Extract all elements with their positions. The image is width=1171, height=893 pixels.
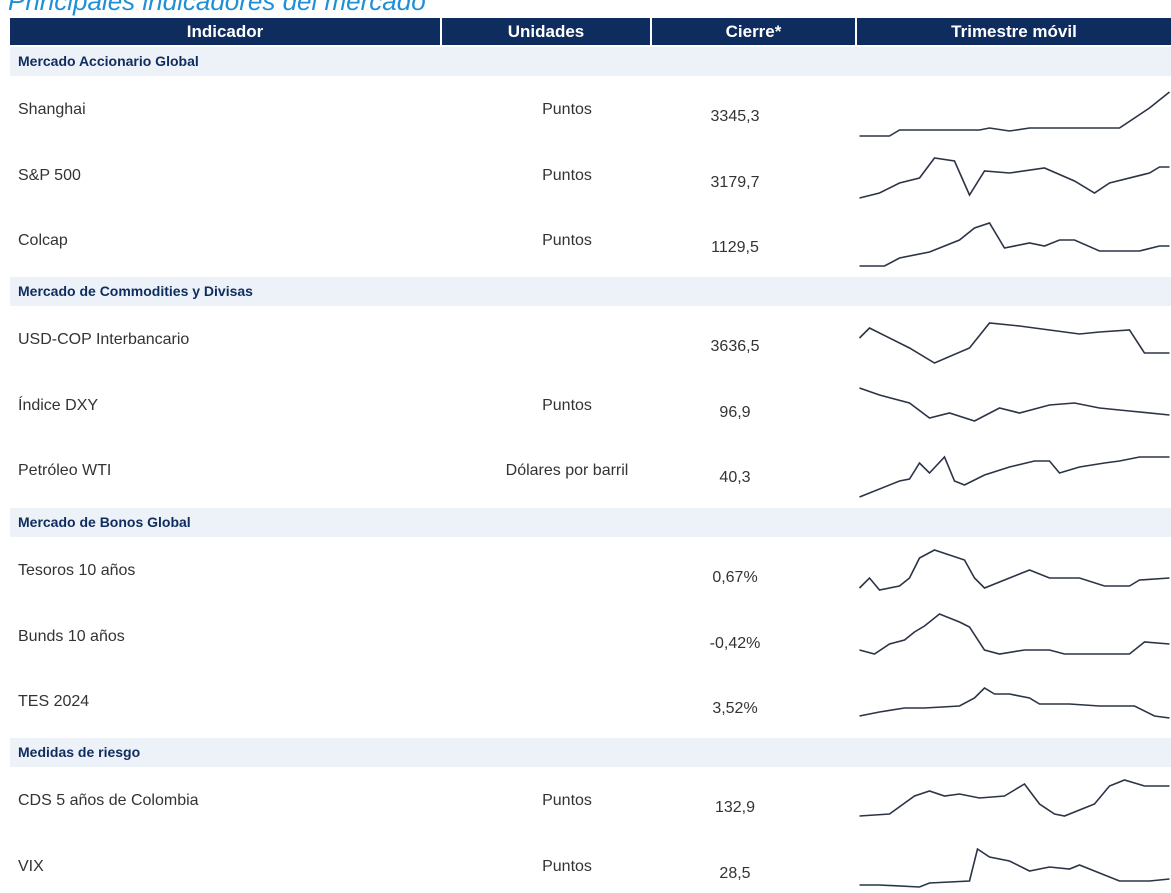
column-header: Cierre* (652, 18, 855, 45)
indicator: Shanghai (18, 101, 86, 118)
sparkline (859, 91, 1170, 137)
indicator: Tesoros 10 años (18, 562, 136, 579)
indicator: Índice DXY (18, 396, 99, 414)
indicator: Colcap (18, 232, 68, 249)
sparkline (858, 322, 1170, 364)
units: Puntos (542, 101, 592, 118)
column-header: Unidades (442, 18, 650, 45)
close-value: 3,52% (712, 700, 758, 717)
sparkline (859, 779, 1170, 817)
sparkline (859, 387, 1170, 422)
column-header: Trimestre móvil (857, 18, 1171, 45)
units: Dólares por barril (505, 462, 629, 479)
units: Puntos (542, 396, 592, 414)
sparkline (859, 847, 1170, 888)
sparkline (859, 455, 1170, 498)
close-value: 1129,5 (711, 239, 759, 256)
sparkline (859, 613, 1170, 655)
indicator: VIX (18, 857, 44, 875)
indicator: Bunds 10 años (18, 627, 125, 645)
sparkline (859, 686, 1170, 719)
indicator: TES 2024 (18, 693, 90, 710)
close-value: 28,5 (719, 864, 751, 882)
close-value: 0,67% (712, 569, 758, 586)
column-header: Indicador (10, 18, 440, 45)
page-title: Principales indicadores del mercado (8, 0, 426, 16)
close-value: 40,3 (719, 469, 751, 486)
section-header: Mercado Accionario Global (10, 47, 1171, 76)
close-value: 3345,3 (710, 108, 760, 125)
units: Puntos (542, 857, 592, 875)
sparkline (859, 157, 1170, 199)
close-value: 3179,7 (710, 173, 760, 191)
section-header: Mercado de Bonos Global (10, 508, 1171, 537)
indicator: Petróleo WTI (18, 462, 112, 479)
close-value: 96,9 (719, 403, 751, 421)
units: Puntos (542, 792, 592, 809)
sparkline (859, 222, 1170, 267)
close-value: 3636,5 (710, 338, 760, 355)
units: Puntos (542, 232, 592, 249)
close-value: 132,9 (714, 799, 756, 816)
indicator: S&P 500 (18, 166, 81, 184)
indicator: CDS 5 años de Colombia (18, 792, 199, 809)
units: Puntos (542, 166, 592, 184)
sparkline (858, 549, 1170, 591)
indicator: USD-COP Interbancario (18, 331, 190, 348)
close-value: -0,42% (709, 634, 761, 652)
section-header: Medidas de riesgo (10, 738, 1171, 767)
section-header: Mercado de Commodities y Divisas (10, 277, 1171, 306)
